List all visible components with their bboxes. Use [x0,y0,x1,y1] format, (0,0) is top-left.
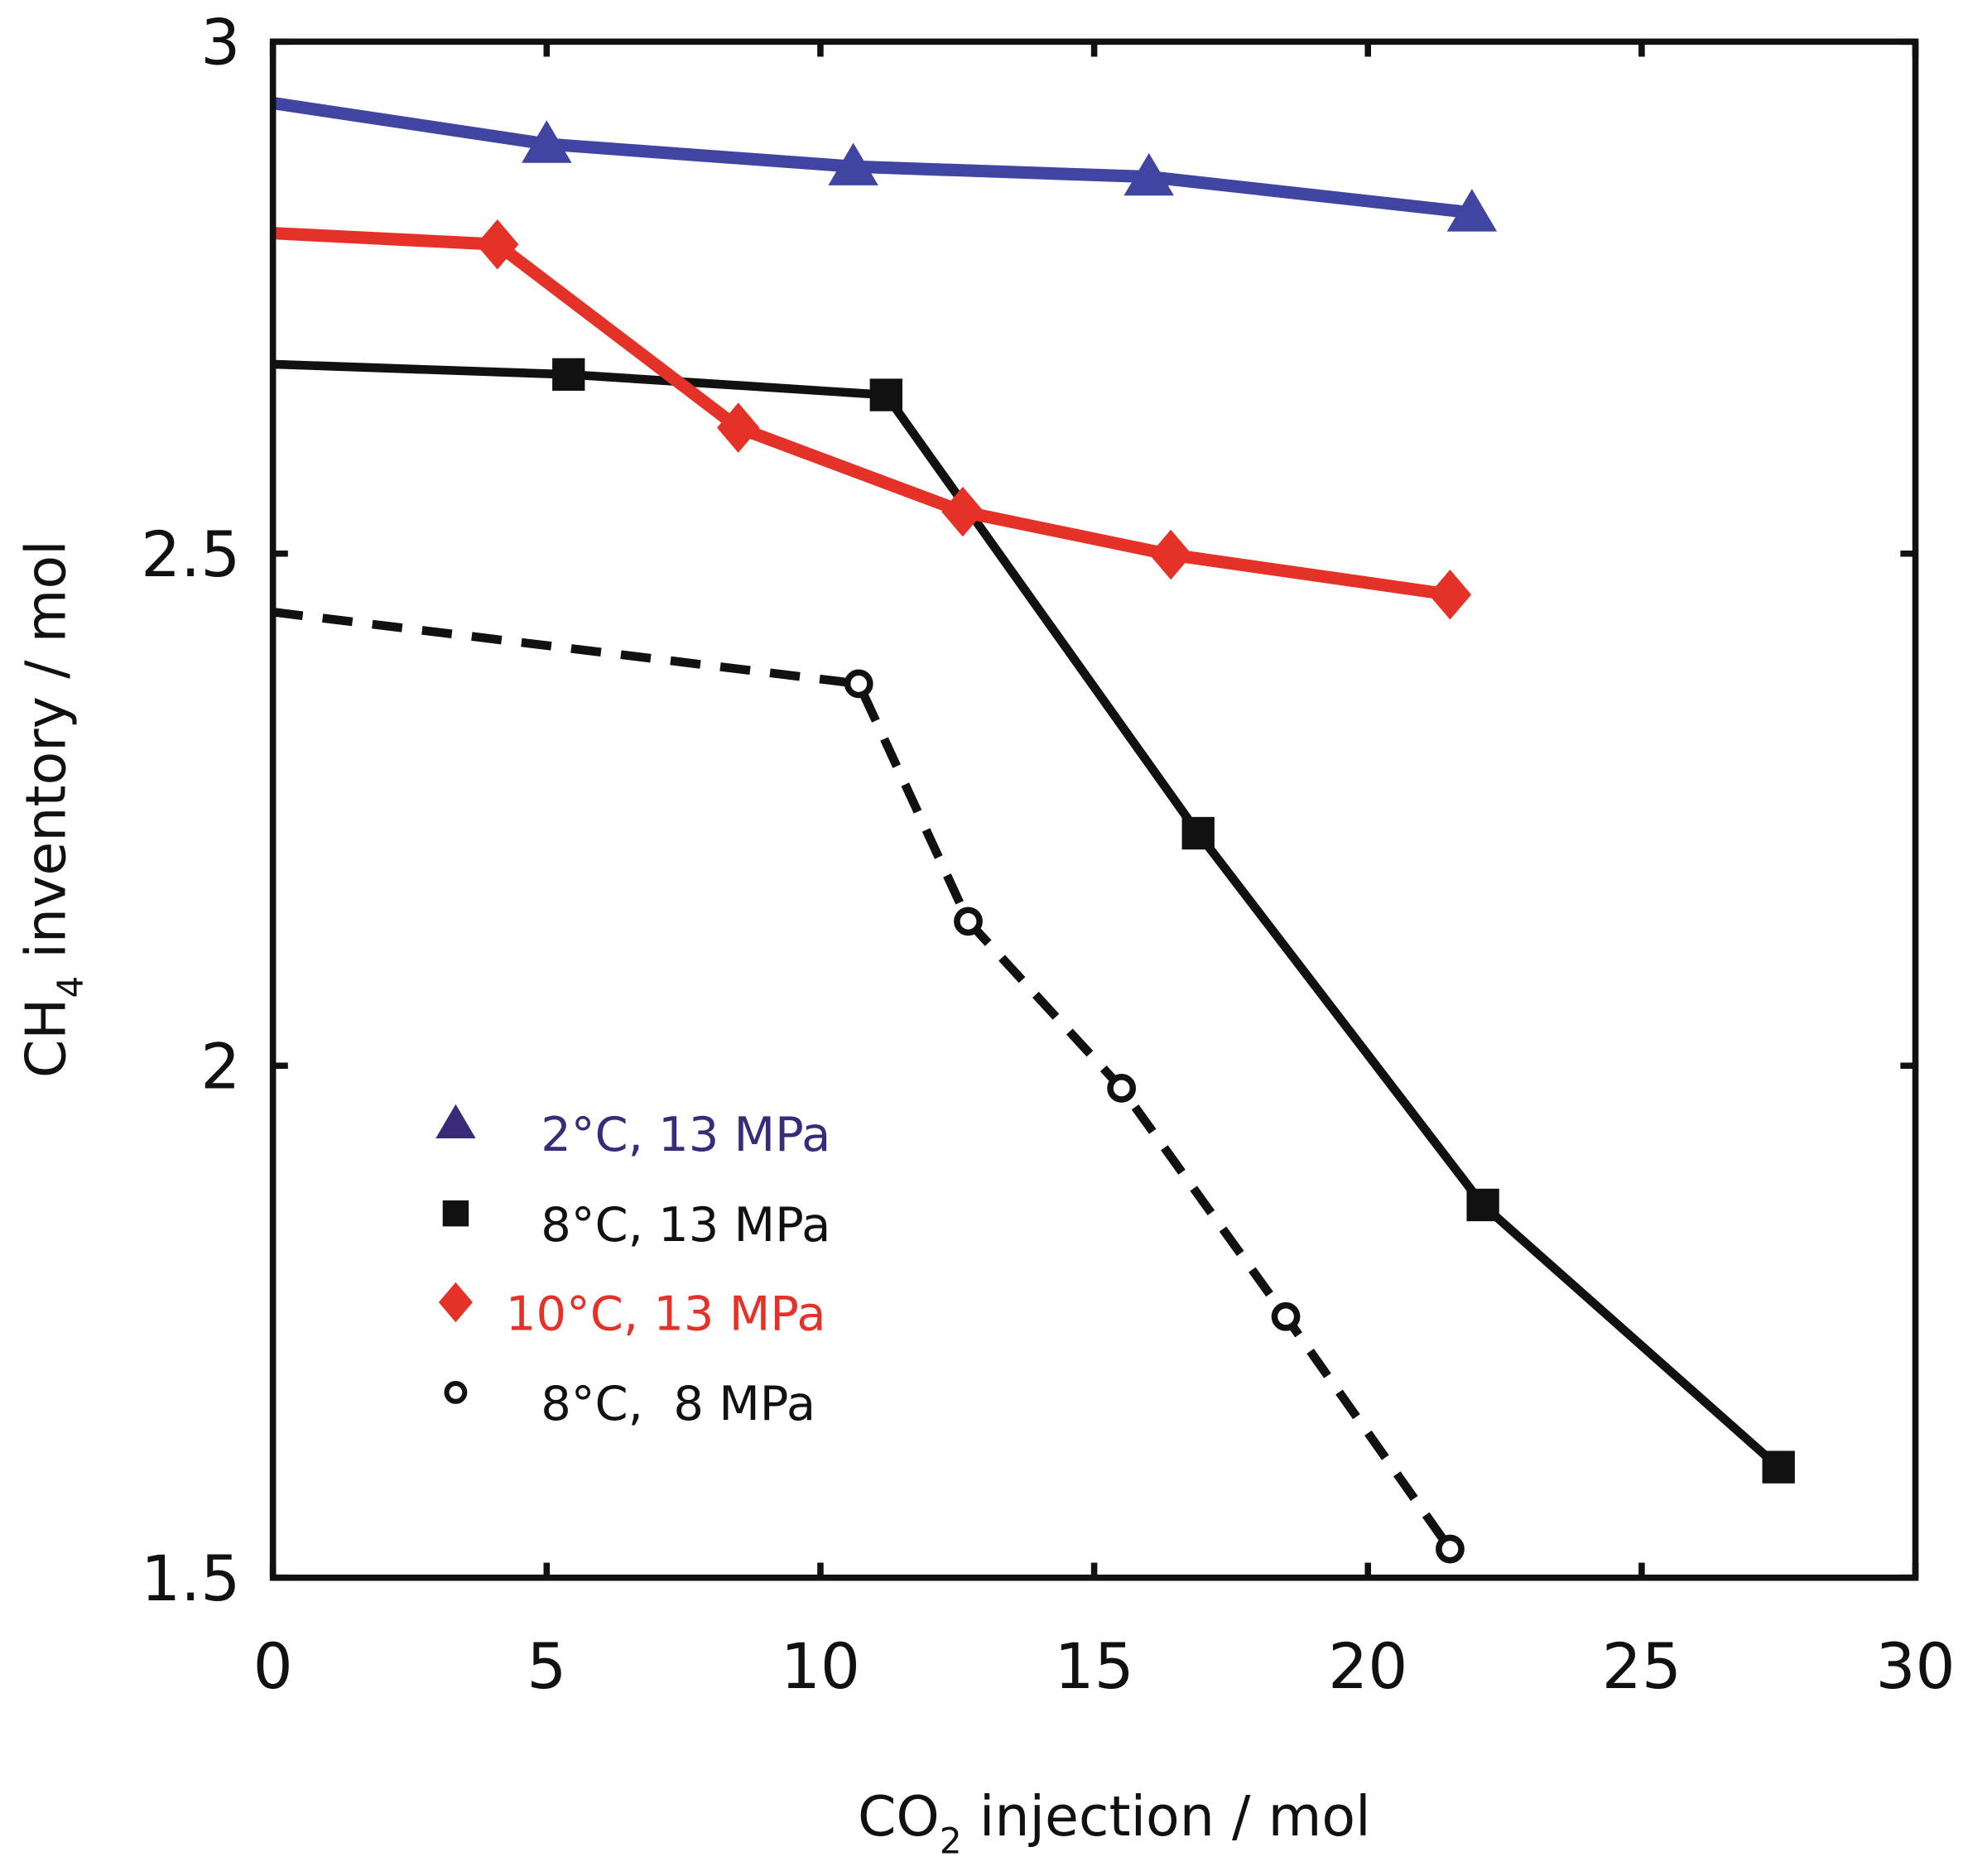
ticks: 0 5 10 15 20 25 30 1.5 2 2.5 3 [141,7,1956,1703]
data-point [1149,529,1192,580]
data-point [1181,816,1215,850]
legend-label: 8°C, 13 MPa [541,1197,830,1253]
legend-item: 8°C, 13 MPa [442,1197,830,1253]
legend-marker-diamond [438,1282,473,1323]
data-point [1466,1188,1499,1222]
x-tick-label: 10 [781,1630,860,1703]
y-tick-label: 2.5 [141,518,240,591]
data-point [1428,570,1472,620]
legend-label: 2°C, 13 MPa [541,1107,830,1162]
legend-label: 8°C, 8 MPa [541,1376,816,1431]
series-line [272,608,1454,1552]
x-axis-label: CO2 injection / mol [858,1784,1371,1861]
data-point [1762,1450,1795,1484]
legend-marker-circle [444,1380,468,1404]
data-point [869,378,902,411]
legend-item: 2°C, 13 MPa [435,1104,830,1162]
series-square [272,358,1795,1484]
data-point [522,120,572,163]
data-point [1446,189,1498,232]
y-tick-label: 2 [200,1030,240,1103]
data-point [552,358,585,391]
data-point [1107,1074,1137,1103]
data-point [828,142,878,185]
y-tick-label: 3 [200,7,240,79]
y-tick-label: 1.5 [141,1542,240,1615]
series-line [272,97,1473,219]
legend-marker-triangle [435,1104,476,1138]
plot-frame [269,38,1919,1581]
legend-item: 10°C, 13 MPa [438,1282,826,1341]
y-axis-label: CH4 inventory / mol [14,540,91,1078]
series-diamond [272,219,1472,620]
series-layer [272,97,1795,1564]
series-circle [272,608,1465,1564]
data-point [954,907,983,936]
legend-label: 10°C, 13 MPa [506,1286,826,1341]
data-point [844,669,873,699]
data-point [941,486,984,537]
series-triangle [272,97,1498,232]
legend: 2°C, 13 MPa 8°C, 13 MPa 10°C, 13 MPa 8°C, 8… [435,1104,830,1431]
data-point [1436,1534,1465,1564]
series-line [272,359,1782,1471]
x-tick-label: 20 [1328,1630,1407,1703]
data-point [1123,152,1174,196]
data-point [1271,1301,1301,1331]
x-tick-label: 25 [1602,1630,1682,1703]
legend-marker-square [442,1200,469,1227]
x-tick-label: 0 [253,1630,293,1703]
series-line [272,227,1451,601]
x-tick-label: 5 [527,1630,566,1703]
x-tick-label: 15 [1054,1630,1133,1703]
x-tick-label: 30 [1875,1630,1955,1703]
legend-item: 8°C, 8 MPa [444,1376,816,1431]
